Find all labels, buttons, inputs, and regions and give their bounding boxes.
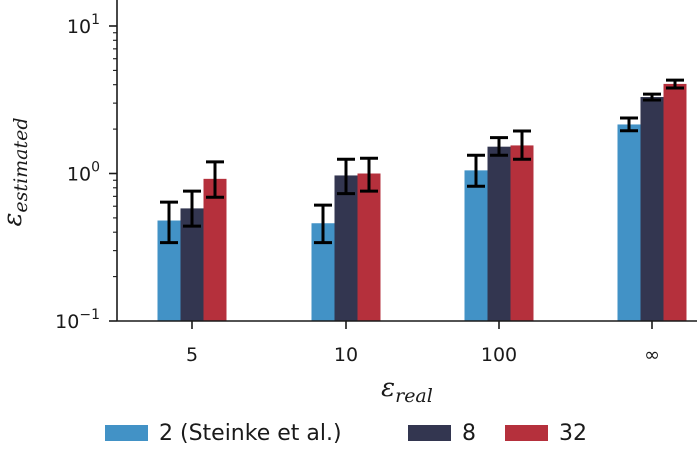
legend-swatch-2 bbox=[505, 425, 548, 441]
bar-series-0-cat-1 bbox=[311, 223, 335, 321]
legend-label-0: 2 (Steinke et al.) bbox=[159, 421, 342, 446]
bar-series-0-cat-0 bbox=[157, 220, 181, 321]
legend-swatch-1 bbox=[408, 425, 451, 441]
x-tick-label-1: 10 bbox=[334, 344, 358, 366]
error-bar-series-2-cat-3 bbox=[666, 78, 684, 90]
bar-series-2-cat-3 bbox=[663, 83, 687, 321]
bar-series-0-cat-2 bbox=[464, 170, 488, 321]
y-tick-label-1: 100 bbox=[67, 160, 100, 186]
y-tick-label-2: 101 bbox=[67, 12, 100, 38]
axes-layer bbox=[116, 0, 697, 322]
legend-item-1: 8 bbox=[408, 421, 476, 446]
bar-series-0-cat-3 bbox=[617, 124, 641, 321]
error-bar-series-1-cat-2 bbox=[490, 136, 508, 157]
bar-series-1-cat-2 bbox=[487, 146, 511, 321]
error-bar-series-2-cat-2 bbox=[513, 129, 531, 161]
bar-series-1-cat-0 bbox=[180, 208, 204, 321]
error-bar-series-0-cat-3 bbox=[620, 116, 638, 133]
error-bar-series-1-cat-0 bbox=[183, 189, 201, 228]
error-bars-layer bbox=[160, 78, 684, 245]
error-bar-series-1-cat-3 bbox=[643, 92, 661, 102]
legend-label-1: 8 bbox=[462, 421, 476, 446]
legend-label-2: 32 bbox=[559, 421, 587, 446]
legend-item-2: 32 bbox=[505, 421, 587, 446]
y-axis-label-symbol: ε bbox=[0, 213, 28, 227]
x-tick-label-2: 100 bbox=[481, 344, 517, 366]
y-tick-label-0: 10−1 bbox=[55, 307, 100, 333]
y-ticks: 10−1 100 101 bbox=[55, 12, 117, 333]
error-bar-series-0-cat-1 bbox=[314, 203, 332, 245]
error-bar-series-1-cat-1 bbox=[337, 157, 355, 196]
legend: 2 (Steinke et al.) 8 32 bbox=[105, 421, 587, 446]
error-bar-series-0-cat-0 bbox=[160, 200, 178, 245]
y-axis-label-subscript: estimated bbox=[10, 117, 32, 212]
x-axis-label-symbol: ε bbox=[381, 373, 395, 403]
bars-layer bbox=[157, 83, 687, 321]
bar-series-1-cat-3 bbox=[640, 97, 664, 321]
bar-series-2-cat-1 bbox=[357, 173, 381, 321]
bar-series-2-cat-2 bbox=[510, 145, 534, 321]
x-ticks: 5 10 100 ∞ bbox=[186, 321, 660, 366]
x-axis-label-subscript: real bbox=[395, 385, 433, 407]
x-tick-label-3: ∞ bbox=[644, 344, 660, 366]
error-bar-series-0-cat-2 bbox=[467, 153, 485, 188]
bar-series-2-cat-0 bbox=[203, 178, 227, 321]
legend-swatch-0 bbox=[105, 425, 148, 441]
legend-item-0: 2 (Steinke et al.) bbox=[105, 421, 342, 446]
bar-series-1-cat-1 bbox=[334, 175, 358, 321]
x-axis-label: εreal bbox=[381, 373, 433, 407]
error-bar-series-2-cat-1 bbox=[360, 156, 378, 193]
y-axis-label: εestimated bbox=[0, 117, 32, 226]
error-bar-series-2-cat-0 bbox=[206, 160, 224, 199]
x-tick-label-0: 5 bbox=[186, 344, 198, 366]
